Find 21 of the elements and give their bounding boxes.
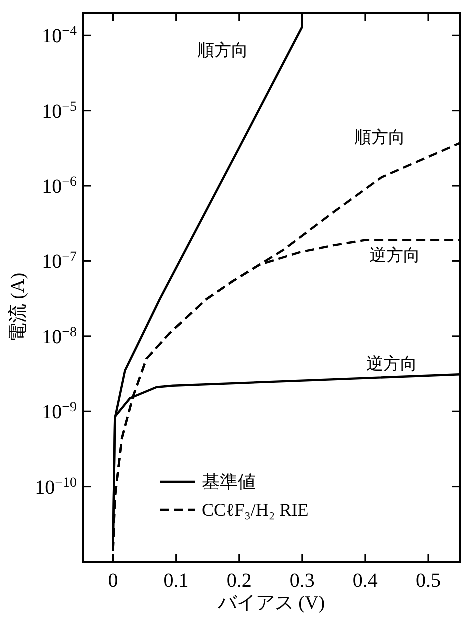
y-axis-title: 電流 (A) — [7, 272, 29, 342]
x-tick-label: 0.4 — [352, 570, 378, 592]
y-tick-label: 10$^{−4}$ — [42, 24, 77, 48]
x-axis-title: バイアス (V) — [216, 593, 326, 614]
x-tick-label: 0.5 — [416, 570, 441, 592]
x-tick-label: 0.1 — [164, 570, 189, 592]
y-tick-label: 10$^{−10}$ — [35, 475, 77, 499]
y-tick-label: 10$^{−7}$ — [42, 250, 77, 274]
annotation: 逆方向 — [370, 246, 421, 266]
y-tick-label: 10$^{−8}$ — [42, 324, 77, 348]
y-tick-label: 10$^{−5}$ — [42, 99, 77, 123]
annotation: 逆方向 — [366, 354, 418, 374]
annotation: 順方向 — [354, 128, 406, 148]
x-tick-label: 0.2 — [226, 570, 252, 592]
x-tick-label: 0 — [108, 570, 118, 592]
y-tick-label: 10$^{−9}$ — [42, 400, 77, 424]
y-tick-label: 10$^{−6}$ — [42, 174, 77, 198]
legend-label: 基準値 — [202, 472, 256, 492]
legend-label: CCℓF₃/H₂ RIE — [202, 500, 309, 520]
x-tick-label: 0.3 — [290, 570, 315, 592]
annotation: 順方向 — [197, 40, 248, 60]
